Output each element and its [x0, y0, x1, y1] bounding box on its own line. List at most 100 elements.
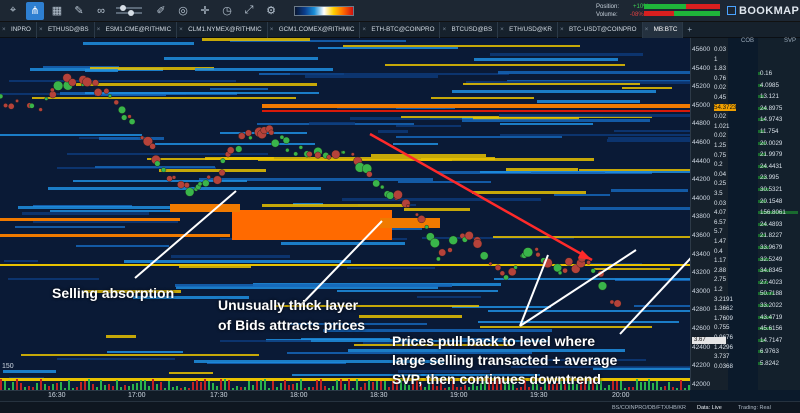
settings-icon[interactable]: ⚙ — [266, 5, 276, 17]
volume-bar — [512, 384, 514, 390]
tab-close-icon[interactable]: × — [2, 26, 6, 33]
add-tab-icon[interactable]: + — [687, 25, 693, 34]
tab-label: ETH-BTC@COINPRO — [371, 26, 435, 33]
crosshair-icon[interactable]: ✛ — [200, 5, 210, 17]
large-order-level — [262, 110, 690, 112]
tab-gcm1-comex-rithmic[interactable]: × GCM1.COMEX@RITHMIC — [268, 22, 361, 38]
liquidity-band — [176, 286, 438, 289]
grid-icon[interactable]: ▦ — [51, 5, 63, 17]
svp-column: SVP 0.16 4.0985 13.121 24.8975 14.9743 11.754… — [758, 38, 800, 390]
liquidity-band — [281, 242, 405, 245]
trade-bubble — [553, 263, 562, 273]
heatmap-chart[interactable]: 150 — [0, 38, 690, 390]
svp-bar — [758, 246, 770, 249]
trade-bubble — [326, 154, 332, 160]
liquidity-band — [506, 168, 578, 171]
bid-layer — [0, 218, 180, 221]
tab-inpro[interactable]: × INPRO — [0, 22, 37, 38]
svp-value: 33.9679 — [760, 244, 783, 251]
link-icon[interactable]: ∞ — [97, 4, 105, 17]
liquidity-band — [452, 90, 656, 93]
trade-bubble — [0, 93, 4, 99]
trade-bubble — [113, 99, 119, 105]
tab-close-icon[interactable]: × — [442, 26, 447, 33]
tab-clm1-nymex-rithmic[interactable]: × CLM1.NYMEX@RITHMIC — [177, 22, 268, 38]
trade-bubble — [513, 265, 518, 270]
volume-bar — [592, 380, 594, 390]
large-order-level — [262, 104, 690, 108]
liquidity-band — [371, 154, 486, 157]
tab-close-icon[interactable]: × — [96, 26, 101, 33]
time-tick-label: 20:00 — [612, 392, 630, 399]
liquidity-band — [500, 134, 690, 136]
volume-bar — [272, 381, 274, 390]
tab-btcusd-bs[interactable]: × BTCUSD@BS — [440, 22, 499, 38]
tab-close-icon[interactable]: × — [38, 26, 43, 33]
liquidity-band — [318, 47, 458, 49]
trade-bubble — [586, 260, 591, 265]
trade-bubble — [447, 247, 453, 253]
volume-bar — [232, 388, 234, 390]
share-icon[interactable]: ⋔ — [26, 1, 44, 20]
tab-close-icon[interactable]: × — [559, 26, 564, 33]
cob-value: 1.3662 — [714, 305, 733, 313]
svp-value: 50.7188 — [760, 290, 783, 298]
trade-bubble — [128, 118, 136, 125]
price-tick-label: 44400 — [692, 157, 711, 165]
cob-value: 0.75 — [714, 151, 727, 159]
volume-bar — [60, 382, 62, 390]
volume-bar — [124, 385, 126, 390]
tab-close-icon[interactable]: × — [500, 26, 504, 33]
brush-icon[interactable]: ✐ — [156, 5, 166, 17]
trade-bubble — [393, 190, 403, 200]
volume-bar — [684, 388, 686, 390]
tab-close-icon[interactable]: × — [644, 26, 649, 33]
target-icon[interactable]: ◎ — [178, 5, 188, 17]
volume-bar — [252, 385, 254, 390]
price-tick-label: 45600 — [692, 46, 711, 53]
tab-close-icon[interactable]: × — [269, 26, 274, 33]
volume-bar — [16, 379, 18, 390]
liquidity-band — [466, 81, 690, 84]
liquidity-band — [22, 212, 149, 215]
price-tick-label: 42200 — [692, 362, 711, 370]
tab-close-icon[interactable]: × — [179, 26, 183, 33]
volume-bar — [632, 387, 634, 390]
tab-btc-usdt-coinpro[interactable]: × BTC-USDT@COINPRO — [558, 22, 643, 38]
volume-bar — [624, 388, 626, 390]
liquidity-band — [634, 305, 690, 307]
crosshair-box-icon[interactable]: ⌖ — [9, 4, 17, 16]
heatmap-color-scale[interactable] — [294, 5, 354, 16]
tab-eth-usd-kr[interactable]: × ETH/USD@KR — [498, 22, 558, 38]
contrast-sliders[interactable] — [116, 5, 142, 16]
volume-bar — [372, 382, 374, 390]
price-tick-label: 43600 — [692, 232, 711, 239]
volume-bar — [568, 384, 570, 390]
volume-bar — [96, 387, 98, 390]
volume-bar — [636, 379, 638, 390]
pencil-icon[interactable]: ✎ — [74, 5, 84, 17]
volume-bar — [280, 383, 282, 390]
tab-mb-btc[interactable]: × MB:BTC — [642, 22, 684, 38]
tab-label: CLM1.NYMEX@RITHMIC — [188, 26, 262, 33]
trade-bubble — [424, 224, 429, 230]
liquidity-band — [396, 125, 461, 127]
tab-eth-btc-coinpro[interactable]: × ETH-BTC@COINPRO — [360, 22, 441, 38]
liquidity-band — [76, 245, 169, 247]
clock-icon[interactable]: ◷ — [222, 5, 232, 17]
svp-value: 0.16 — [760, 70, 773, 77]
resize-icon[interactable]: ⤢ — [244, 4, 254, 16]
volume-bar — [160, 382, 162, 390]
tab-ethusd-bs[interactable]: × ETHUSD@BS — [37, 22, 95, 38]
volume-bar — [128, 386, 130, 390]
liquidity-band — [288, 323, 427, 325]
trade-bubble — [350, 152, 355, 157]
imbalance-bars — [644, 4, 720, 18]
liquidity-band — [287, 352, 532, 354]
tab-close-icon[interactable]: × — [362, 26, 367, 33]
time-axis[interactable]: 16:30 17:00 17:30 18:00 18:30 19:00 19:30 20:00 — [0, 390, 690, 401]
price-axis[interactable]: 45600 45400 45200 45000 44800 44600 44400 44200… — [690, 38, 728, 390]
cob-value: 1.2 — [714, 286, 723, 293]
tab-esm1-cme-rithmic[interactable]: × ESM1.CME@RITHMIC — [95, 22, 178, 38]
cob-value: 1.25 — [714, 142, 727, 149]
